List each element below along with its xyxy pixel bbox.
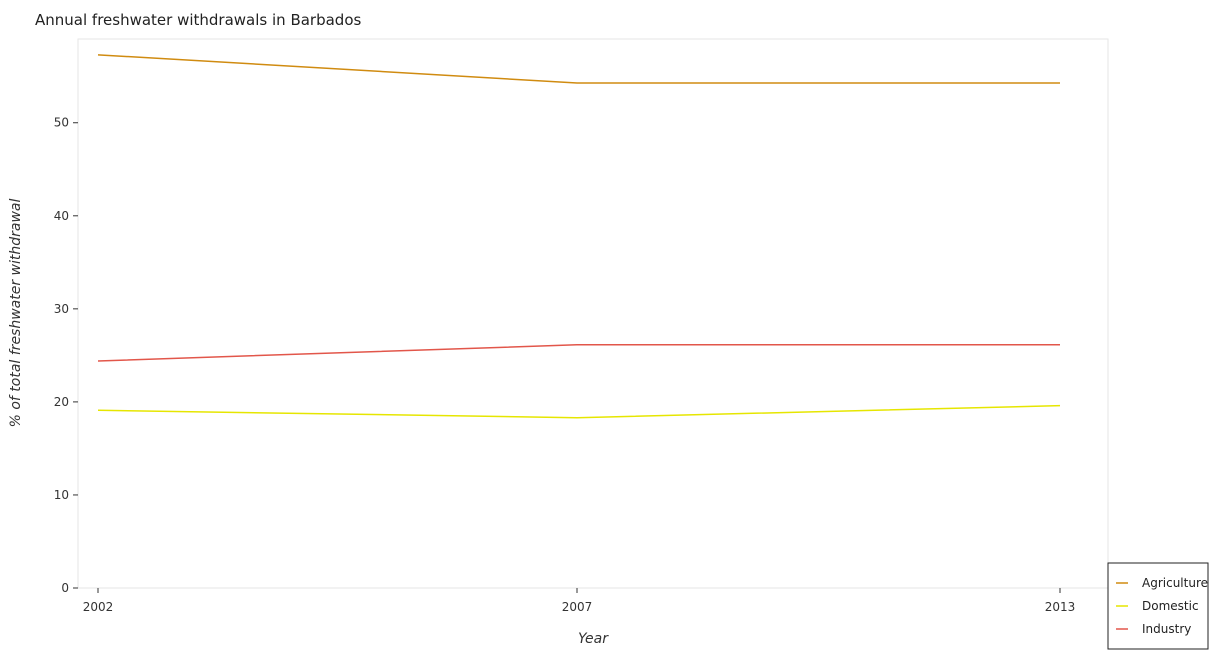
x-tick-label: 2002 xyxy=(83,600,114,614)
y-tick-label: 20 xyxy=(54,395,69,409)
y-tick-label: 40 xyxy=(54,209,69,223)
y-tick-label: 30 xyxy=(54,302,69,316)
x-tick-label: 2013 xyxy=(1045,600,1076,614)
x-axis-label: Year xyxy=(578,631,609,647)
legend-label-industry: Industry xyxy=(1142,622,1191,636)
y-tick-label: 10 xyxy=(54,488,69,502)
legend-label-domestic: Domestic xyxy=(1142,599,1199,613)
chart-title: Annual freshwater withdrawals in Barbado… xyxy=(35,11,362,29)
y-axis-label: % of total freshwater withdrawal xyxy=(8,198,24,427)
series-line-industry xyxy=(97,344,1060,362)
y-axis-ticks: 0 10 20 30 40 50 xyxy=(54,116,78,595)
legend: Agriculture Domestic Industry xyxy=(1107,562,1209,650)
series-lines xyxy=(97,54,1061,419)
x-tick-label: 2007 xyxy=(562,600,593,614)
series-line-agriculture xyxy=(97,54,1060,84)
y-tick-label: 0 xyxy=(61,581,69,595)
series-line-domestic xyxy=(97,404,1061,419)
plot-area xyxy=(77,38,1109,589)
legend-label-agriculture: Agriculture xyxy=(1142,576,1208,590)
y-tick-label: 50 xyxy=(54,116,69,130)
x-axis-ticks: 2002 2007 2013 xyxy=(83,588,1076,614)
